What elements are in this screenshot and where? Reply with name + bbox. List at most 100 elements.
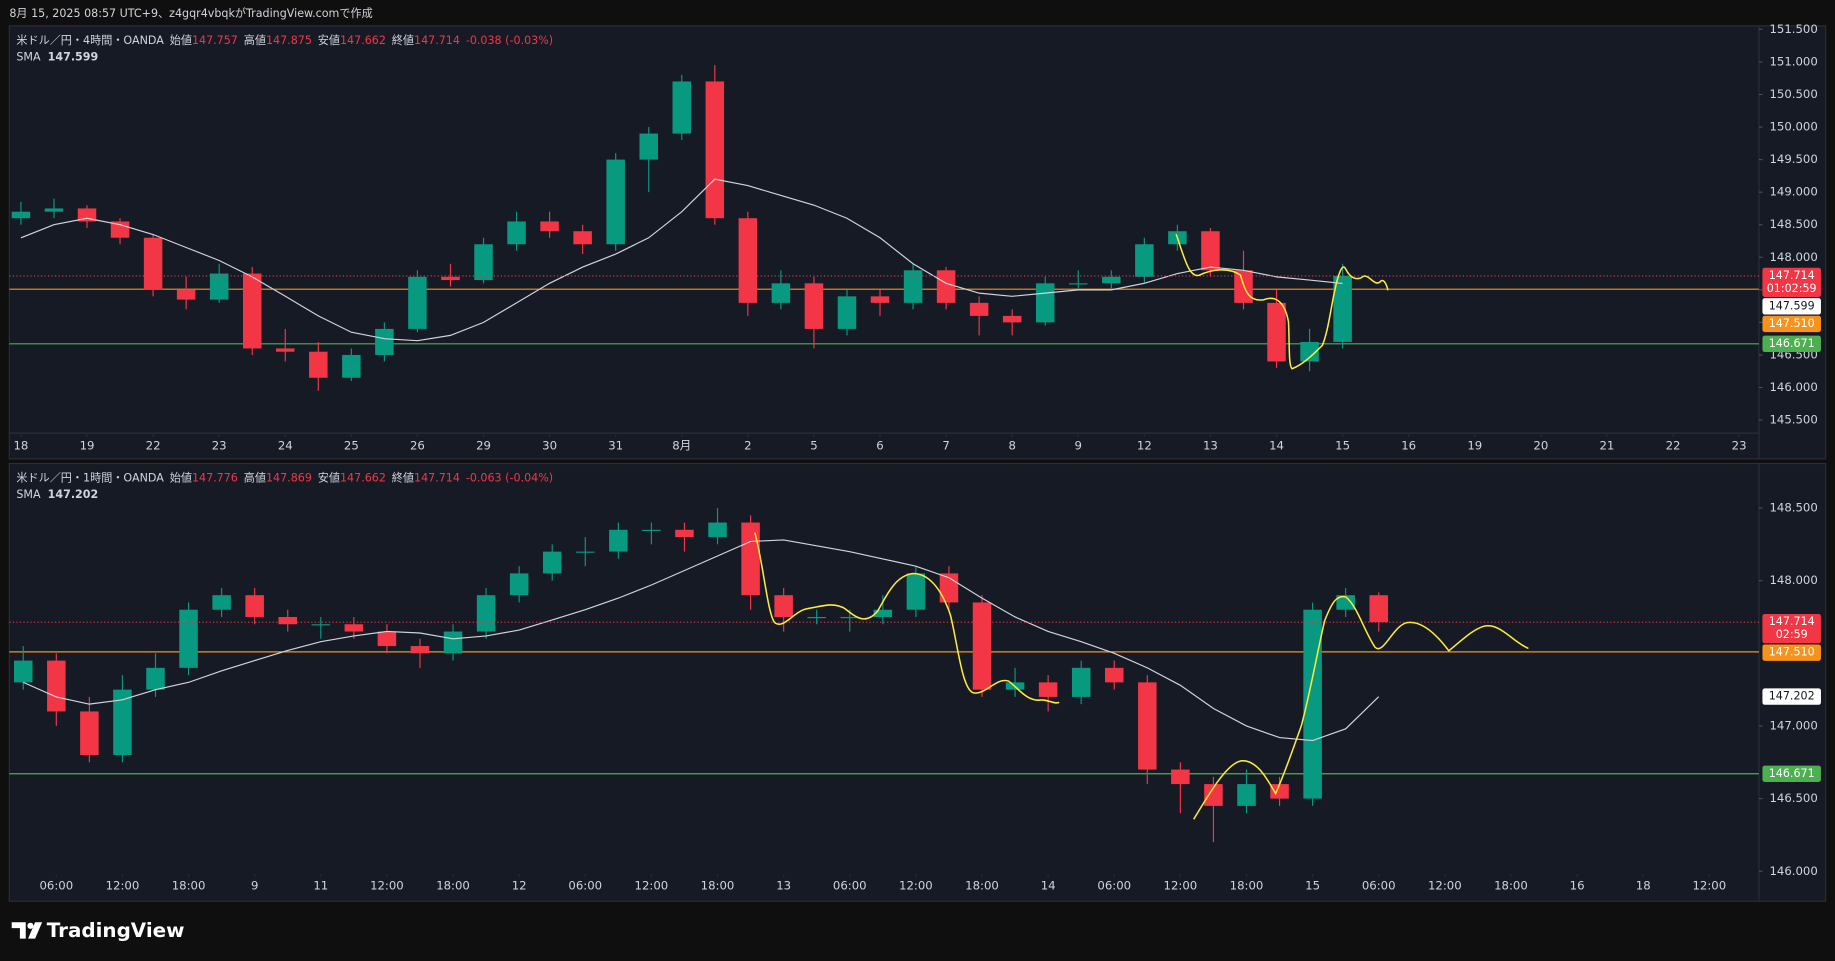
candle-body xyxy=(1002,315,1022,323)
candle-body xyxy=(804,283,824,329)
y-tick-label: 148.500 xyxy=(1769,217,1817,231)
x-tick-label: 31 xyxy=(608,438,623,452)
x-tick-label: 2 xyxy=(744,438,751,452)
candle-body xyxy=(708,522,727,538)
candle-body xyxy=(311,624,331,626)
x-tick-label: 18 xyxy=(13,438,28,452)
candle-body xyxy=(410,646,430,654)
x-tick-label: 11 xyxy=(313,879,328,893)
candle-body xyxy=(1333,275,1352,342)
price-tag-label: 147.714 xyxy=(1769,269,1815,282)
candle-body xyxy=(705,81,725,219)
legend-label: 高値 xyxy=(244,33,266,47)
charts: 145.500146.000146.500147.000147.500148.0… xyxy=(9,22,1821,893)
candle-body xyxy=(342,354,361,378)
candle-body xyxy=(47,660,66,712)
x-tick-label: 12:00 xyxy=(635,879,669,893)
sma-name: SMA xyxy=(16,50,41,63)
x-tick-label: 9 xyxy=(1075,438,1082,452)
brand: TradingView xyxy=(47,919,185,942)
candle-body xyxy=(873,609,893,617)
legend-change: -0.063 (-0.04%) xyxy=(466,472,553,485)
legend-value: 147.714 xyxy=(414,472,460,485)
candle-body xyxy=(1069,283,1088,285)
x-tick-label: 8月 xyxy=(672,438,691,452)
candle-body xyxy=(675,529,694,538)
legend-label: 高値 xyxy=(244,471,266,485)
candle-body xyxy=(741,522,760,596)
candle-body xyxy=(507,221,526,245)
sma-name: SMA xyxy=(16,488,41,501)
y-tick-label: 146.000 xyxy=(1769,380,1817,394)
candle-body xyxy=(837,296,857,329)
y-tick-label: 150.500 xyxy=(1769,87,1817,101)
candle-body xyxy=(77,208,97,222)
candle-body xyxy=(309,351,328,378)
legend-value: 147.869 xyxy=(266,472,312,485)
candle-body xyxy=(344,624,364,632)
candle-body xyxy=(209,273,229,300)
x-tick-label: 06:00 xyxy=(1362,879,1396,893)
countdown: 01:02:59 xyxy=(1767,282,1817,295)
candle-body xyxy=(441,276,460,281)
x-tick-label: 16 xyxy=(1570,879,1585,893)
legend-change: -0.038 (-0.03%) xyxy=(466,34,553,47)
candle-body xyxy=(1071,667,1091,697)
x-tick-label: 20 xyxy=(1533,438,1548,452)
x-tick-label: 12:00 xyxy=(899,879,933,893)
logo-icon xyxy=(27,922,34,929)
candle-body xyxy=(245,595,264,617)
x-tick-label: 12:00 xyxy=(1692,879,1726,893)
price-tag-label: 146.671 xyxy=(1769,337,1815,350)
x-tick-label: 06:00 xyxy=(39,879,73,893)
x-tick-label: 06:00 xyxy=(833,879,867,893)
x-tick-label: 18:00 xyxy=(172,879,206,893)
x-tick-label: 26 xyxy=(410,438,425,452)
price-tag-label: 147.510 xyxy=(1769,317,1815,330)
candle-body xyxy=(176,289,196,300)
x-tick-label: 13 xyxy=(1203,438,1218,452)
candle-body xyxy=(609,529,628,552)
x-tick-label: 23 xyxy=(212,438,227,452)
x-tick-label: 7 xyxy=(942,438,949,452)
price-tag xyxy=(1762,315,1821,333)
candle-body xyxy=(1369,595,1388,623)
price-tag-label: 146.671 xyxy=(1769,767,1815,780)
countdown: 02:59 xyxy=(1776,628,1808,641)
candle-body xyxy=(936,270,956,303)
candle-body xyxy=(13,660,33,683)
x-tick-label: 12 xyxy=(1137,438,1152,452)
candle-body xyxy=(509,573,529,596)
candle-body xyxy=(1204,784,1223,806)
candle-body xyxy=(476,595,496,632)
symbol: 米ドル／円・1時間・OANDA xyxy=(16,472,164,485)
candle-body xyxy=(906,573,926,610)
x-tick-label: 23 xyxy=(1732,438,1747,452)
candle-body xyxy=(1237,784,1256,806)
candle-body xyxy=(542,551,562,574)
candle-body xyxy=(972,602,992,690)
candle-body xyxy=(642,529,661,531)
y-tick-label: 145.500 xyxy=(1769,413,1817,427)
sma-value: 147.599 xyxy=(48,50,99,63)
y-tick-label: 151.000 xyxy=(1769,54,1817,68)
sma-line xyxy=(23,539,1380,742)
price-tag xyxy=(1762,614,1821,644)
x-tick-label: 14 xyxy=(1041,879,1056,893)
legend-label: 終値 xyxy=(392,471,414,485)
candle-body xyxy=(1104,667,1124,683)
candle-body xyxy=(80,711,99,756)
candle-body xyxy=(1102,276,1121,284)
x-tick-label: 14 xyxy=(1269,438,1284,452)
sma-line xyxy=(20,178,1343,342)
x-tick-label: 29 xyxy=(476,438,491,452)
legend-value: 147.875 xyxy=(266,34,312,47)
header: 8月 15, 2025 08:57 UTC+9、z4gqr4vbqkがTradi… xyxy=(9,6,372,20)
candle-body xyxy=(903,270,923,303)
legend-value: 147.662 xyxy=(340,34,386,47)
candle-body xyxy=(242,273,262,349)
x-tick-label: 13 xyxy=(776,879,791,893)
y-tick-label: 148.000 xyxy=(1769,573,1817,587)
price-tag xyxy=(1762,335,1821,353)
price-tag xyxy=(1762,267,1821,297)
